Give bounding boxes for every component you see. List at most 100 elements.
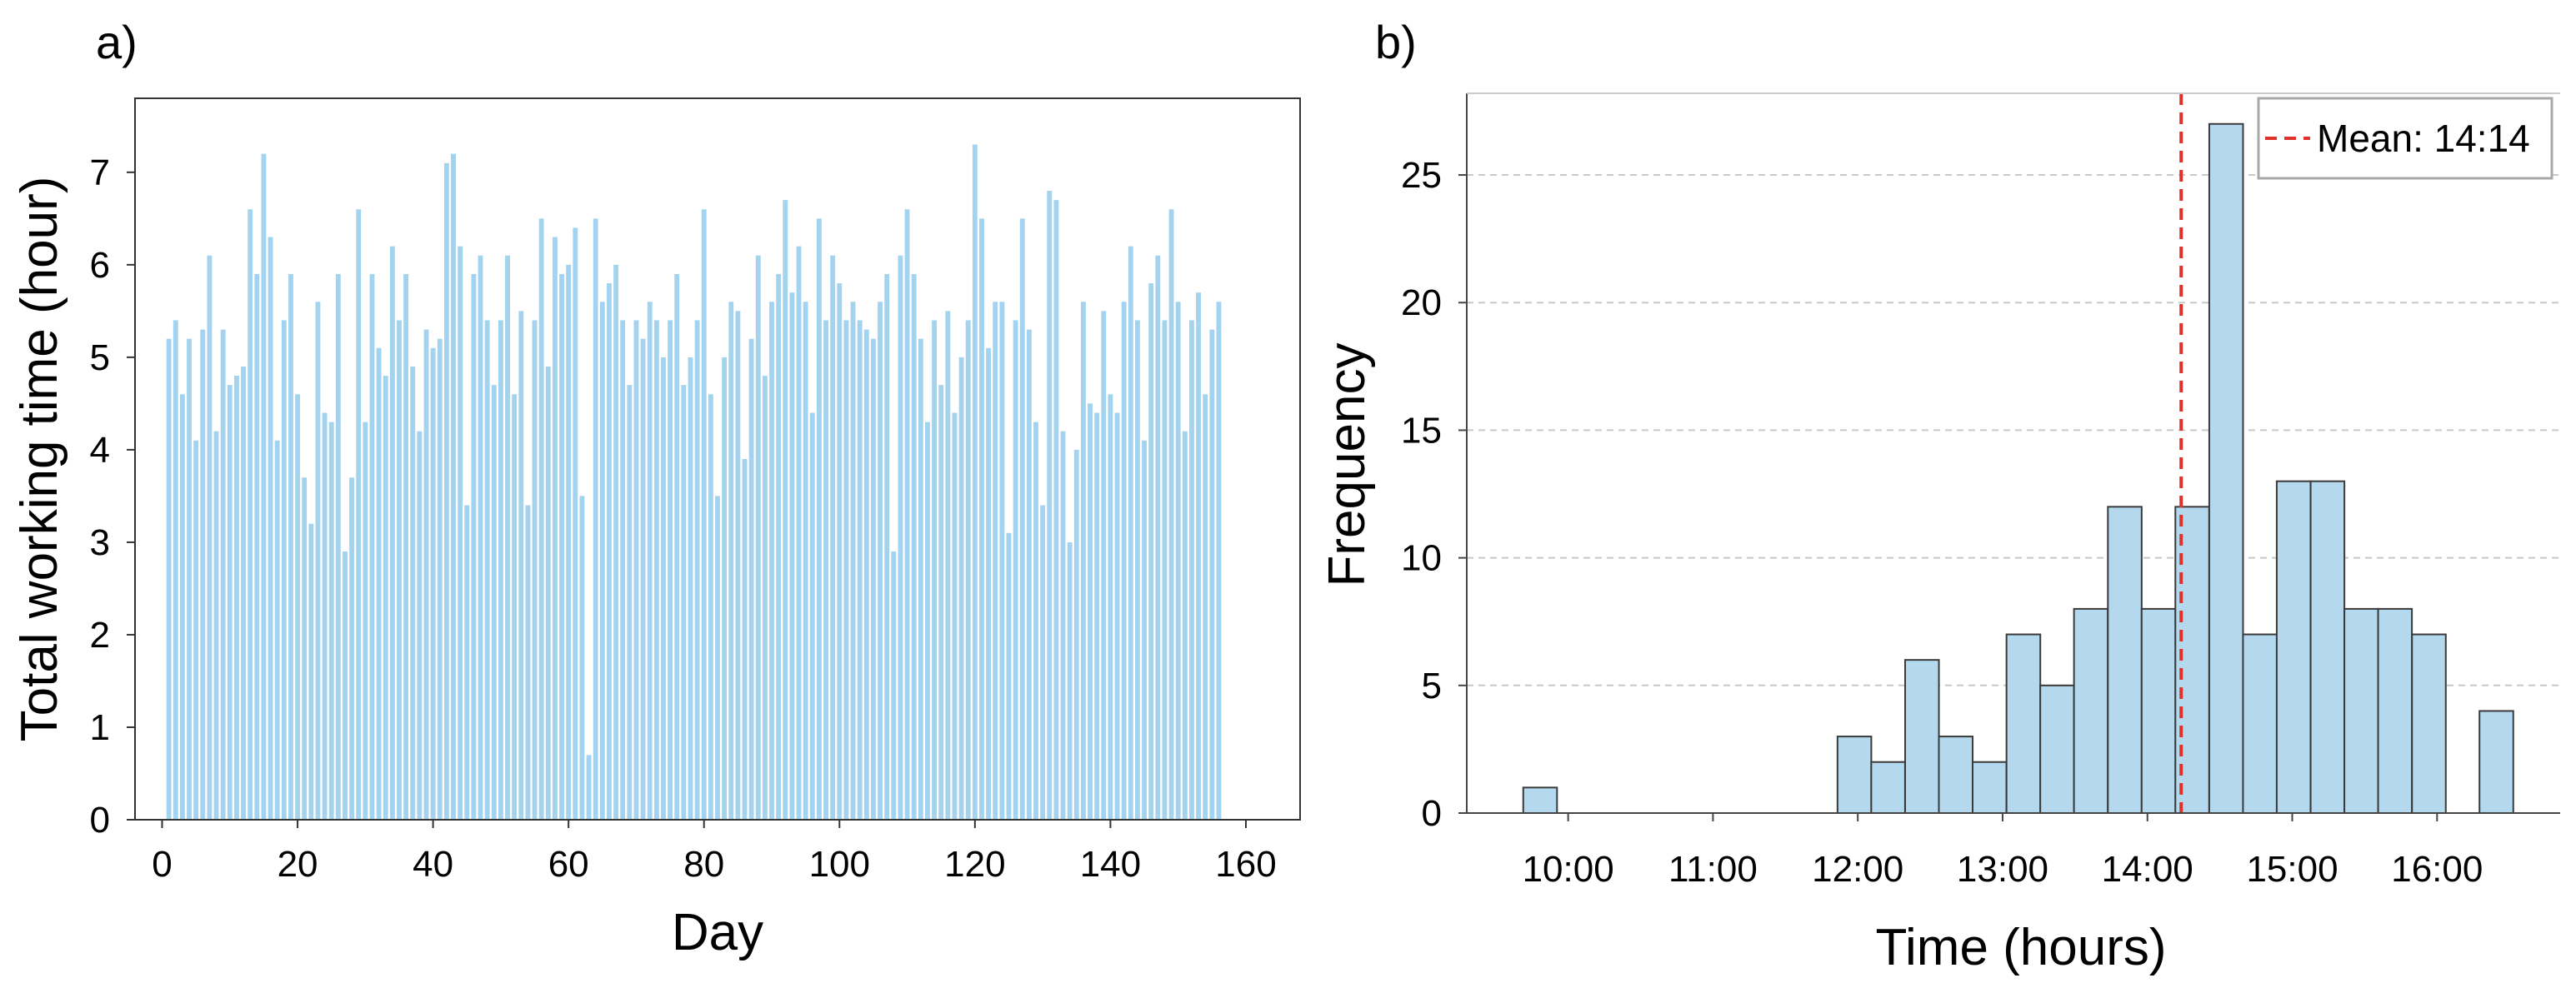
bar [227,385,233,821]
bar [369,273,375,820]
bar [999,302,1005,820]
bar [633,320,639,820]
bar [315,302,321,820]
bar [1209,329,1215,821]
bar [1203,394,1208,820]
x-tick-label: 10:00 [1523,849,1614,890]
bar [823,320,828,820]
panel-a-plot-frame [134,97,1301,821]
bar [179,394,185,820]
bar [1175,302,1181,820]
bar [566,264,572,820]
bar [1047,191,1053,820]
bar [674,273,680,820]
histogram-bar [2377,607,2413,814]
bar [993,302,998,820]
bar [932,320,938,820]
y-tick-label: 1 [90,707,110,748]
x-tick-label: 80 [683,844,724,885]
histogram-bar [1971,761,2008,814]
bar [722,357,728,820]
y-tick-label: 5 [90,337,110,378]
bar [1053,200,1059,821]
bar [288,273,293,820]
y-tick-label: 6 [90,245,110,286]
bar [979,218,984,820]
bar [525,505,531,820]
bar [1162,320,1168,820]
panel-a-x-axis-title: Day [672,904,763,961]
bar [545,366,551,820]
bar [789,292,795,821]
bar [1067,541,1073,820]
bar [1168,209,1174,820]
bar [233,376,239,821]
bar [965,320,971,820]
bar [857,320,863,820]
bar [512,394,518,820]
x-tick-label: 0 [152,844,172,885]
bar [904,209,910,820]
bar [938,385,944,821]
bar [1142,440,1147,820]
bar [863,329,869,821]
bar [363,422,368,820]
x-tick-label: 12:00 [1812,849,1903,890]
x-tick-label: 20 [278,844,318,885]
histogram-bar [2478,710,2514,815]
panel-a-bars [166,144,1222,821]
bar [322,412,328,820]
histogram-bar [1836,736,1873,814]
bar [891,551,897,820]
bar [898,255,903,820]
bar [1019,218,1025,820]
bar [661,357,666,820]
bar [274,440,280,820]
bar [958,357,964,820]
bar [220,329,226,821]
bar [1114,412,1120,820]
bar [403,273,409,820]
bar [878,302,883,820]
histogram-bar [2275,480,2312,815]
histogram-bar [2208,122,2244,815]
bar [213,431,219,820]
bar [972,144,978,820]
y-tick-label: 20 [1401,282,1442,323]
bar [376,347,382,820]
bar [742,459,748,820]
bar [478,255,483,820]
x-tick-label: 60 [548,844,589,885]
bar [755,255,761,820]
bar [871,338,876,821]
y-tick-label: 15 [1401,410,1442,451]
bar [925,422,930,820]
bar [809,412,815,820]
bar [356,209,362,820]
bar [349,477,355,820]
bar [397,320,402,820]
histogram-bar [2411,633,2447,814]
bar [417,431,423,820]
bar [1013,320,1018,820]
bar [1189,320,1194,820]
histogram-bar [2343,607,2379,814]
bar [952,412,958,820]
bar [613,264,619,820]
bar [451,153,456,821]
bar [701,209,707,820]
panel-a-x-ticks: 0 20 40 60 80 100 120 140 160 [152,820,1277,885]
bar [607,283,612,820]
histogram-bar [2107,506,2143,815]
panel-b-y-axis-title: Frequency [1318,343,1376,587]
bar [268,237,273,820]
bar [471,273,477,820]
bar [843,320,849,820]
histogram-bar [1870,761,1906,814]
bar [302,477,308,820]
bar [437,338,443,821]
y-tick-label: 3 [90,522,110,563]
y-tick-label: 0 [1422,793,1442,834]
